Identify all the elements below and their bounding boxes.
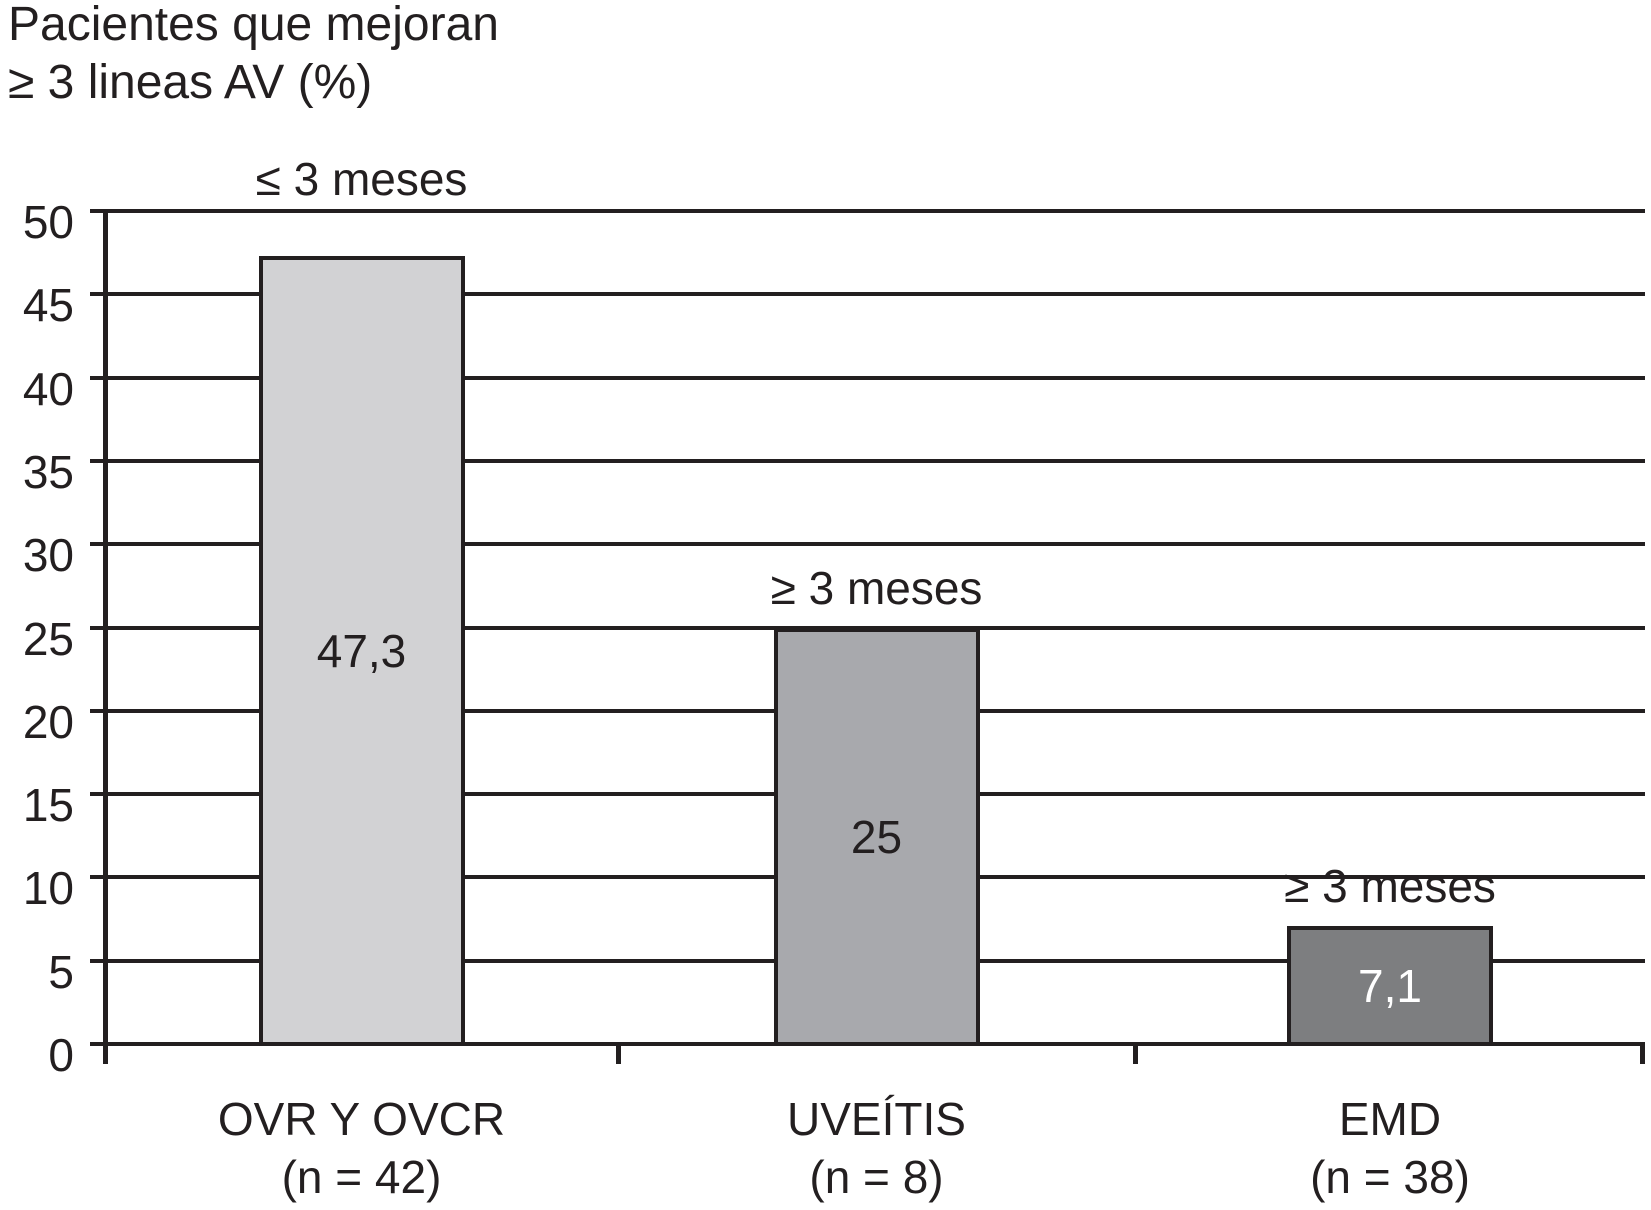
- category-label: EMD (n = 38): [1170, 1090, 1610, 1206]
- category-n-label: (n = 8): [809, 1151, 944, 1203]
- bar-time-label: ≥ 3 meses: [1284, 859, 1496, 912]
- bar-time-label: ≥ 3 meses: [770, 561, 983, 614]
- gridline: [90, 458, 1645, 463]
- y-axis-tick-label: 35: [22, 445, 74, 498]
- y-axis-tick-label: 45: [22, 279, 74, 332]
- x-axis-tick: [1133, 1044, 1138, 1064]
- y-axis-tick-label: 30: [22, 529, 74, 582]
- category-n-label: (n = 38): [1310, 1151, 1470, 1203]
- gridline: [90, 209, 1645, 213]
- y-axis-tick-label: 0: [48, 1029, 74, 1081]
- bar: 47,3: [258, 255, 465, 1046]
- gridline: [90, 375, 1645, 380]
- bar-value-label: 7,1: [1358, 959, 1422, 1012]
- y-axis-tick-label: 5: [48, 945, 74, 998]
- gridline: [90, 292, 1645, 297]
- category-n-label: (n = 42): [281, 1151, 442, 1203]
- y-axis-line: [103, 211, 108, 1064]
- chart-title-line2: ≥ 3 lineas AV (%): [8, 56, 373, 109]
- y-axis-tick-label: 25: [22, 612, 74, 665]
- y-axis-tick-label: 50: [22, 196, 74, 248]
- gridline: [90, 542, 1645, 547]
- category-name: OVR Y OVCR: [217, 1093, 506, 1145]
- x-axis-tick: [616, 1044, 621, 1064]
- chart-title: Pacientes que mejoran ≥ 3 lineas AV (%): [8, 0, 499, 112]
- bar: 25: [773, 627, 980, 1046]
- bar-value-label: 47,3: [316, 624, 407, 677]
- category-label: UVEÍTIS (n = 8): [657, 1090, 1097, 1206]
- category-name: EMD: [1338, 1093, 1442, 1145]
- bar-time-label: ≤ 3 meses: [255, 153, 468, 205]
- x-axis-tick: [1640, 1044, 1645, 1064]
- y-axis-tick-label: 40: [22, 362, 74, 415]
- bar-value-label: 25: [850, 810, 903, 863]
- y-axis-tick-label: 10: [22, 862, 74, 915]
- bar: 7,1: [1287, 925, 1493, 1046]
- category-label: OVR Y OVCR (n = 42): [142, 1090, 582, 1206]
- chart-title-line1: Pacientes que mejoran: [8, 0, 499, 51]
- y-axis-tick-label: 20: [22, 695, 74, 748]
- y-axis-tick-label: 15: [22, 779, 74, 832]
- category-name: UVEÍTIS: [787, 1093, 966, 1145]
